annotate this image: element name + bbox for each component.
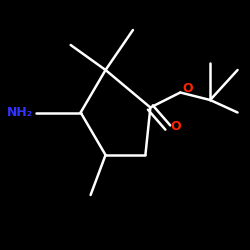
Text: NH₂: NH₂ [7, 106, 33, 119]
Text: O: O [183, 82, 194, 96]
Text: O: O [171, 120, 181, 133]
